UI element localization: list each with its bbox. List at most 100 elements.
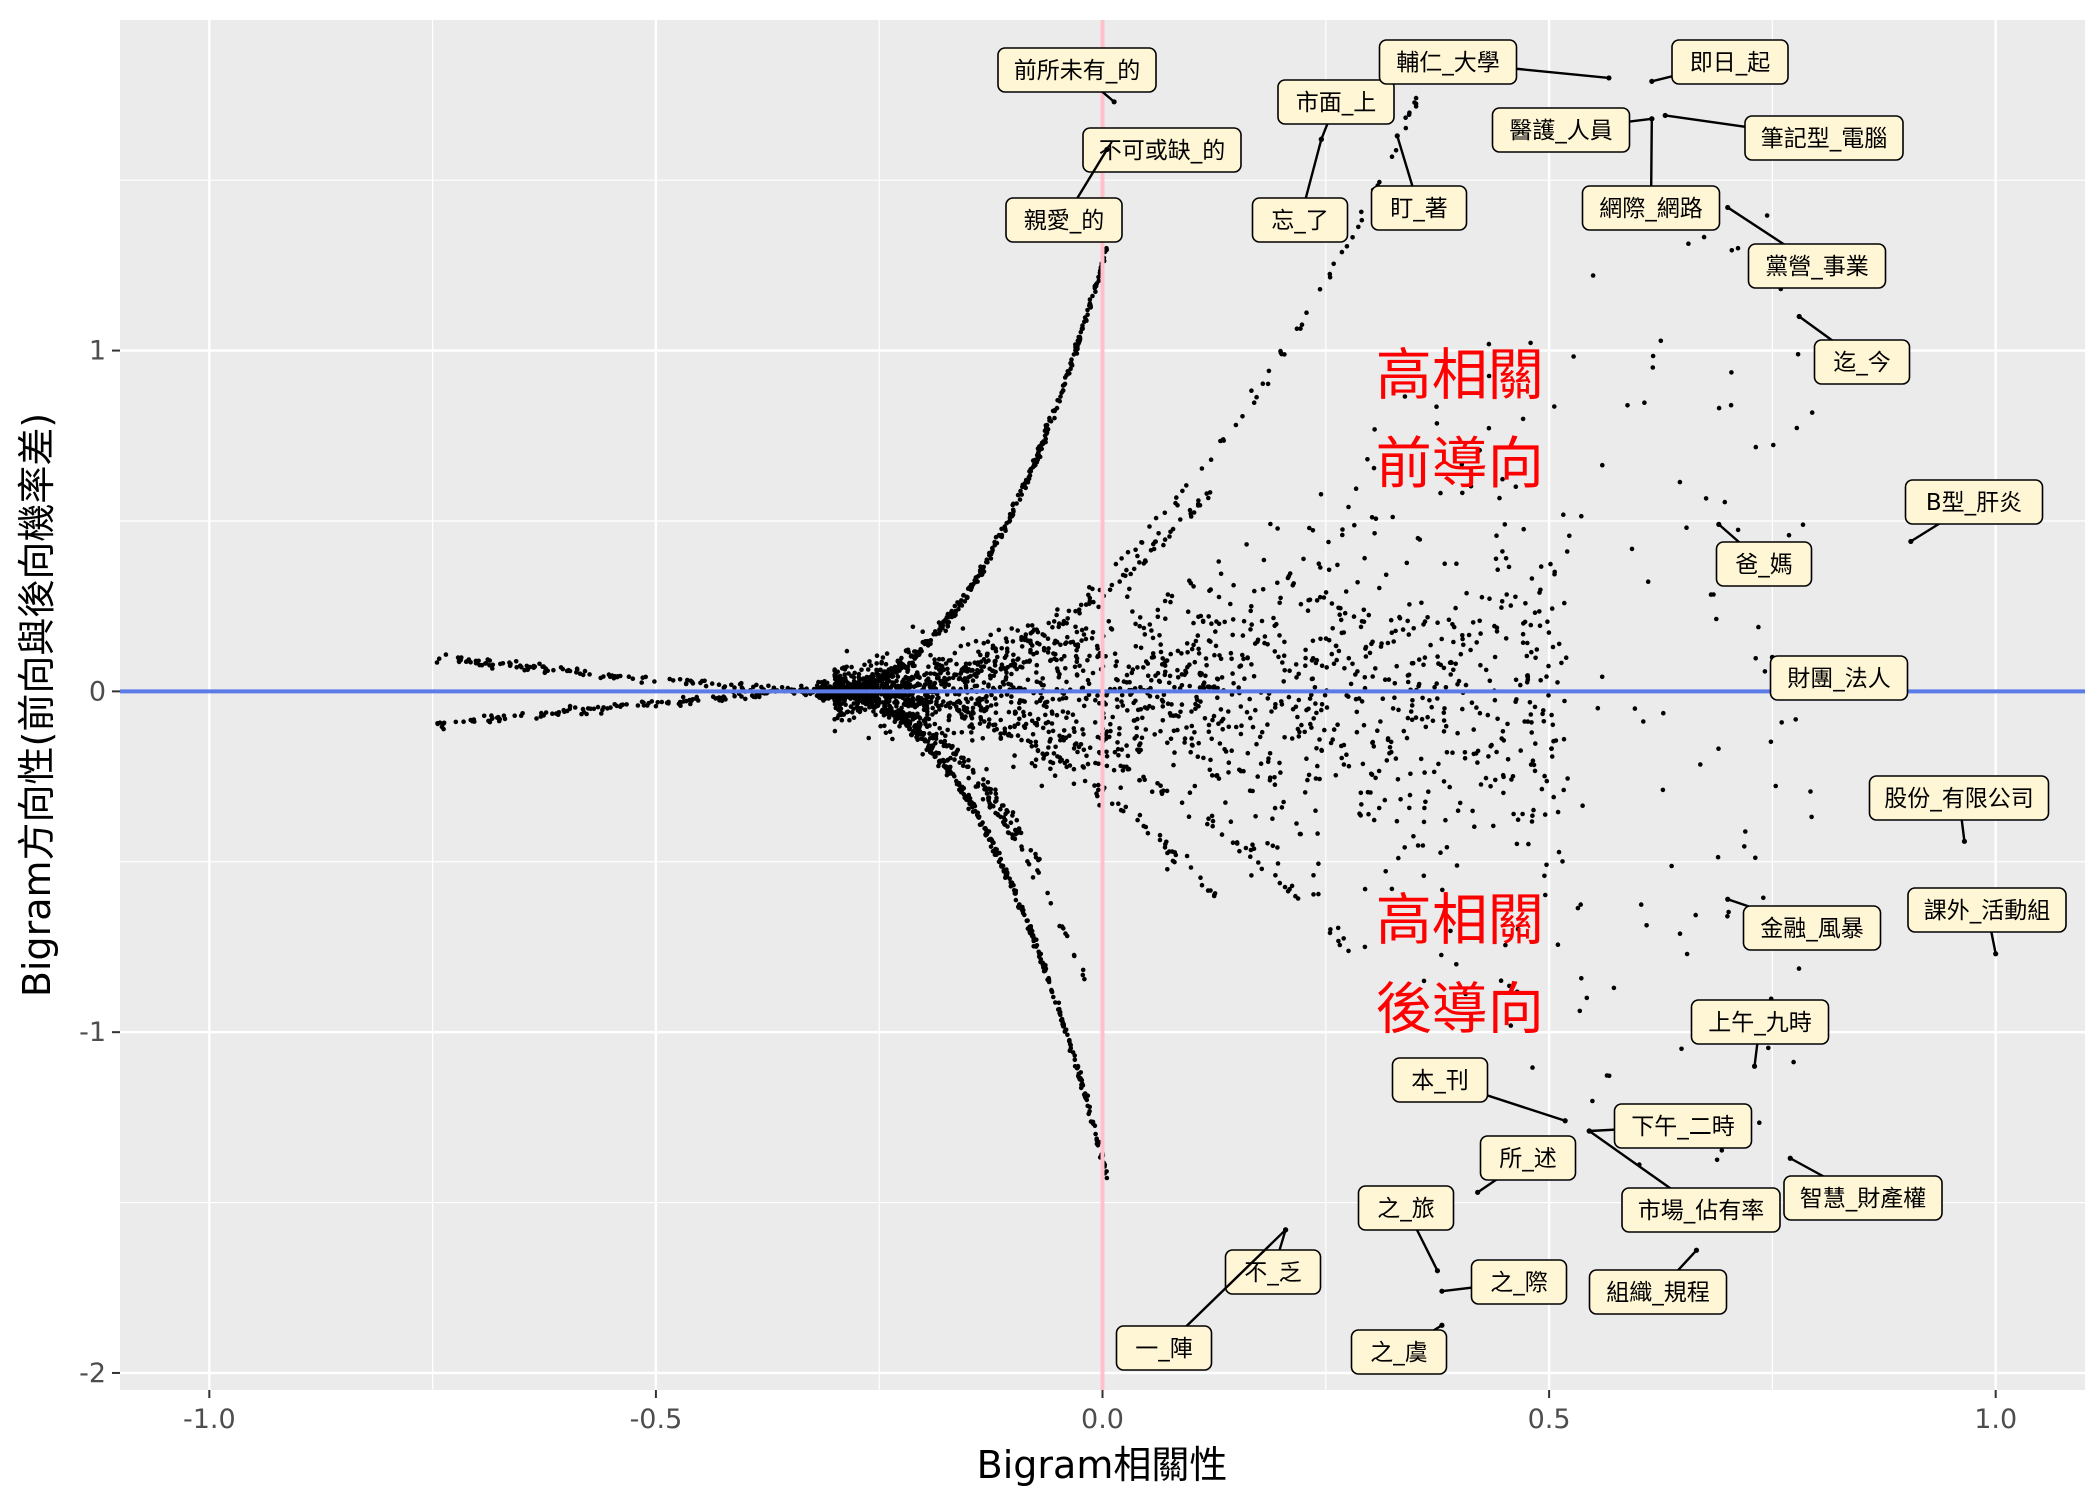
data-point	[1167, 673, 1173, 679]
data-point	[1729, 370, 1734, 375]
data-point	[1791, 1059, 1796, 1065]
data-point	[868, 663, 874, 668]
data-point	[1698, 762, 1703, 767]
data-point	[910, 624, 916, 630]
data-point	[1192, 783, 1198, 789]
data-point	[1650, 365, 1656, 370]
data-point	[958, 643, 964, 649]
data-point	[1383, 572, 1389, 578]
data-point	[1125, 753, 1131, 759]
data-point	[1446, 617, 1452, 623]
data-point	[1483, 775, 1489, 781]
data-point	[1272, 805, 1278, 811]
data-point	[1121, 764, 1127, 770]
data-point	[483, 661, 488, 666]
data-point	[1087, 601, 1092, 607]
data-point	[709, 681, 715, 686]
data-point	[988, 632, 993, 638]
data-point	[1483, 667, 1489, 673]
data-point	[1314, 746, 1319, 751]
data-point	[1077, 663, 1082, 669]
data-point	[1017, 706, 1022, 711]
data-point	[971, 770, 976, 775]
data-point	[946, 658, 952, 663]
region-annotation: 高相關	[1376, 889, 1544, 954]
data-point	[1330, 626, 1335, 631]
data-point	[1113, 561, 1119, 567]
data-point	[1503, 636, 1509, 641]
data-point	[873, 699, 878, 704]
data-point	[1054, 612, 1059, 618]
data-point	[844, 694, 849, 700]
data-point	[1470, 620, 1476, 625]
data-point	[1400, 627, 1406, 632]
data-point	[1192, 659, 1198, 665]
data-point	[1389, 630, 1395, 635]
data-point	[1420, 695, 1425, 701]
data-point	[1310, 656, 1316, 661]
data-point	[907, 682, 913, 687]
data-point	[1134, 734, 1139, 739]
data-point	[1189, 736, 1194, 741]
data-point	[1034, 679, 1040, 684]
data-point	[1189, 709, 1194, 714]
data-point	[1303, 655, 1308, 661]
data-point	[1216, 559, 1221, 564]
data-point	[1141, 774, 1146, 780]
data-point	[1312, 685, 1318, 690]
data-point	[918, 647, 923, 652]
data-point	[998, 533, 1004, 538]
data-point	[1362, 685, 1368, 691]
data-point	[993, 646, 998, 651]
data-point	[975, 814, 981, 820]
x-axis-title: Bigram相關性	[977, 1443, 1228, 1487]
data-point	[1009, 694, 1014, 699]
y-tick-label: -2	[79, 1358, 106, 1389]
data-point	[652, 679, 657, 684]
data-point	[1462, 756, 1468, 761]
data-point	[1331, 261, 1336, 267]
labeled-point: 前所未有_的	[997, 47, 1157, 105]
data-point	[851, 701, 857, 706]
data-point	[1550, 722, 1556, 728]
data-point	[899, 705, 904, 711]
data-point	[1198, 699, 1203, 704]
data-point	[1240, 633, 1246, 638]
data-point	[924, 703, 930, 708]
data-point	[1352, 522, 1357, 528]
data-point	[1344, 244, 1350, 249]
data-point	[961, 786, 967, 791]
data-point	[1034, 662, 1040, 668]
data-point	[562, 709, 567, 715]
data-point	[1514, 697, 1519, 702]
data-point	[1432, 684, 1437, 690]
data-point	[927, 731, 932, 736]
data-point	[766, 683, 771, 689]
data-point	[1150, 705, 1156, 710]
data-point	[1063, 666, 1068, 671]
data-point	[851, 715, 857, 720]
data-point	[1498, 978, 1504, 983]
data-point	[1164, 788, 1170, 794]
data-point	[1638, 902, 1644, 907]
data-point	[1127, 586, 1132, 592]
data-point	[1302, 729, 1307, 735]
data-point	[1257, 734, 1263, 740]
data-point	[1341, 742, 1347, 748]
point-label-box	[1115, 1325, 1213, 1371]
data-point	[1428, 642, 1433, 648]
data-point	[917, 729, 923, 734]
labeled-point: 智慧_財產權	[1783, 1155, 1943, 1221]
data-point	[880, 655, 886, 660]
data-point	[1004, 639, 1010, 644]
data-point	[916, 715, 922, 720]
data-point	[1062, 653, 1067, 659]
data-point	[1118, 785, 1123, 790]
data-point	[1363, 654, 1369, 659]
data-point	[487, 658, 493, 663]
data-point	[1161, 692, 1167, 697]
data-point	[1160, 656, 1165, 661]
data-point	[887, 703, 893, 709]
data-point	[1108, 626, 1114, 631]
data-point	[973, 701, 978, 707]
